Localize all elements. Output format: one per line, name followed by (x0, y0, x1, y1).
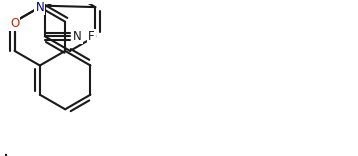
Text: F: F (88, 30, 95, 43)
Text: N: N (10, 15, 19, 28)
Text: O: O (10, 17, 19, 30)
Text: N: N (73, 30, 82, 43)
Text: N: N (35, 1, 44, 14)
